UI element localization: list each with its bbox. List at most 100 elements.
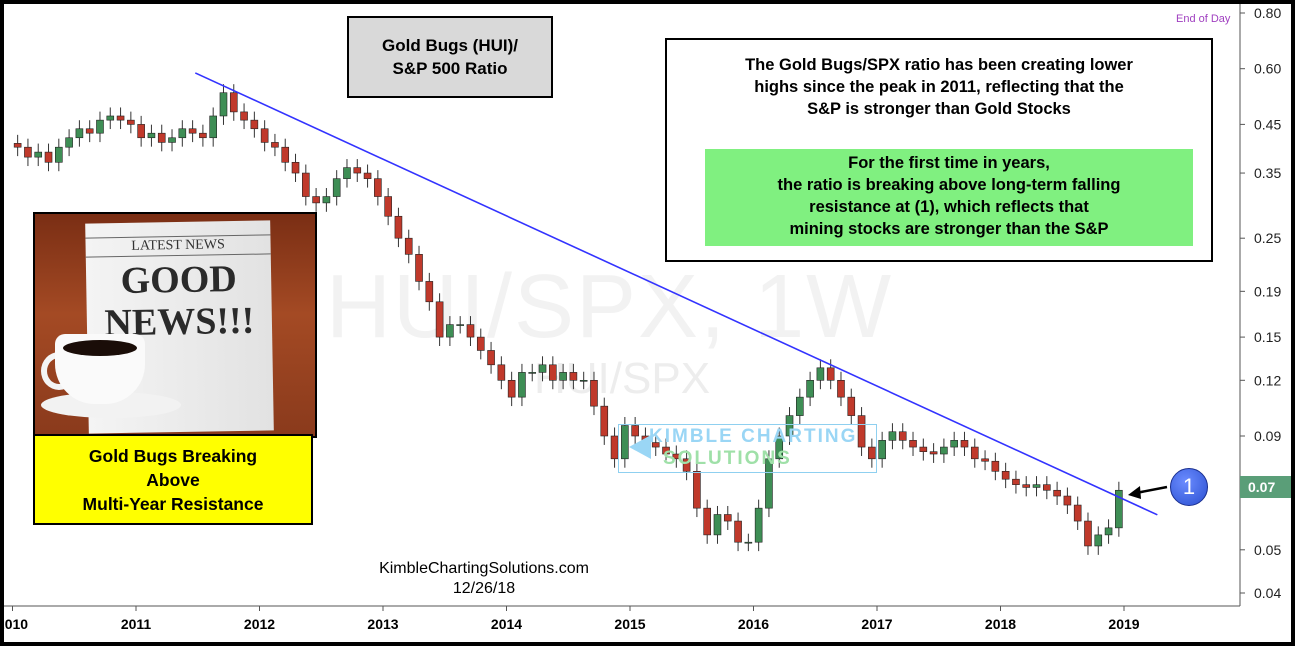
candle-body [610,435,619,460]
candle-body [1032,484,1041,488]
x-tick-label: 2015 [614,616,645,632]
last-price-tag: 0.07 [1240,476,1291,498]
arrow-icon [1135,485,1168,495]
candle-body [24,146,32,158]
logo-arrow-icon [629,435,651,459]
candle-body [950,440,958,448]
candle-body [651,442,660,448]
candle-body [363,172,372,179]
y-tick-label: 0.25 [1254,230,1281,246]
candle-body [260,128,269,143]
x-tick-label: 2018 [985,616,1016,632]
y-tick-label: 0.35 [1254,165,1281,181]
candle-body [528,372,537,374]
candle-body [940,446,948,455]
candle-body [199,132,207,139]
candle-body [1043,484,1051,491]
candle-body [1012,478,1020,485]
candle-body [353,167,362,174]
candle-body [796,396,804,416]
x-tick-label: 2011 [121,616,152,632]
candle-body [85,128,94,134]
candle-body [384,196,392,217]
headline-box: Gold Bugs Breaking Above Multi-Year Resi… [33,434,313,525]
candle-body [868,446,876,460]
candle-body [1115,489,1123,529]
candle-body [672,453,681,460]
y-tick-label: 0.04 [1254,585,1281,601]
candle-body [34,151,43,158]
breakout-marker: 1 [1170,468,1208,506]
candle-body [909,440,917,448]
candle-body [826,367,835,381]
y-tick-label: 0.19 [1254,283,1281,299]
candle-body [981,458,989,462]
candle-body [857,415,866,448]
candle-body [147,132,156,139]
candle-body [1022,484,1031,488]
candle-body [929,451,938,455]
candle-body [281,146,290,163]
y-tick-label: 0.12 [1254,372,1281,388]
candle-body [898,431,907,441]
candle-body [837,379,845,398]
news-latest: LATEST NEWS [85,234,271,258]
candle-body [806,379,814,398]
candle-body [723,514,732,522]
candle-body [507,379,516,398]
candle-body [785,415,794,437]
candle-body [1063,495,1072,506]
candle-body [332,178,341,197]
candle-body [497,364,506,381]
candle-body [487,350,495,366]
candle-body [1094,534,1103,547]
y-tick-label: 0.15 [1254,329,1281,345]
candle-body [312,196,320,204]
candle-body [466,324,475,338]
candle-body [621,425,629,460]
candle-body [538,364,547,373]
candle-body [970,446,979,460]
candle-body [209,115,217,139]
candle-body [888,431,897,441]
candle-body [343,167,351,179]
candle-body [137,124,145,139]
chart-title: Gold Bugs (HUI)/ S&P 500 Ratio [347,16,553,98]
candle-body [44,151,53,163]
x-tick-label: 2013 [367,616,398,632]
candle-body [1053,489,1061,497]
candle-body [1104,527,1113,536]
period-label: End of Day [1176,13,1231,25]
kimble-logo: KIMBLE CHARTING SOLUTIONS [618,424,877,473]
x-tick-label: 2016 [738,616,769,632]
resistance-trendline [194,72,1158,516]
good-news-image: LATEST NEWS GOOD NEWS!!! [33,212,317,438]
candle-body [415,254,423,282]
candle-body [734,520,742,543]
y-tick-label: 0.09 [1254,428,1281,444]
arrow-head-icon [1128,486,1141,499]
candle-body [919,446,928,452]
candle-body [1073,504,1082,522]
chart-frame: HUI/SPX, 1W HUI/SPX 0.80 0.60 0.45 0.35 0.25… [4,4,1291,642]
candle-body [322,196,331,204]
candle-body [446,324,454,338]
candle-body [713,514,722,536]
candle-body [456,324,464,326]
coffee-icon [63,340,137,356]
candle-body [703,507,711,536]
logo-line1: KIMBLE CHARTING [649,426,858,447]
candle-body [579,379,588,382]
candle-body [847,396,856,416]
candle-body [240,111,248,121]
candle-body [744,541,753,544]
candle-body [219,92,228,117]
candle-body [65,137,73,148]
candle-body [250,119,259,130]
candle-body [116,115,125,121]
x-tick-label: 2017 [861,616,892,632]
commentary-main: The Gold Bugs/SPX ratio has been creatin… [745,56,1133,118]
candle-body [1084,520,1092,547]
candle-body [960,440,969,448]
candle-body [106,115,115,121]
